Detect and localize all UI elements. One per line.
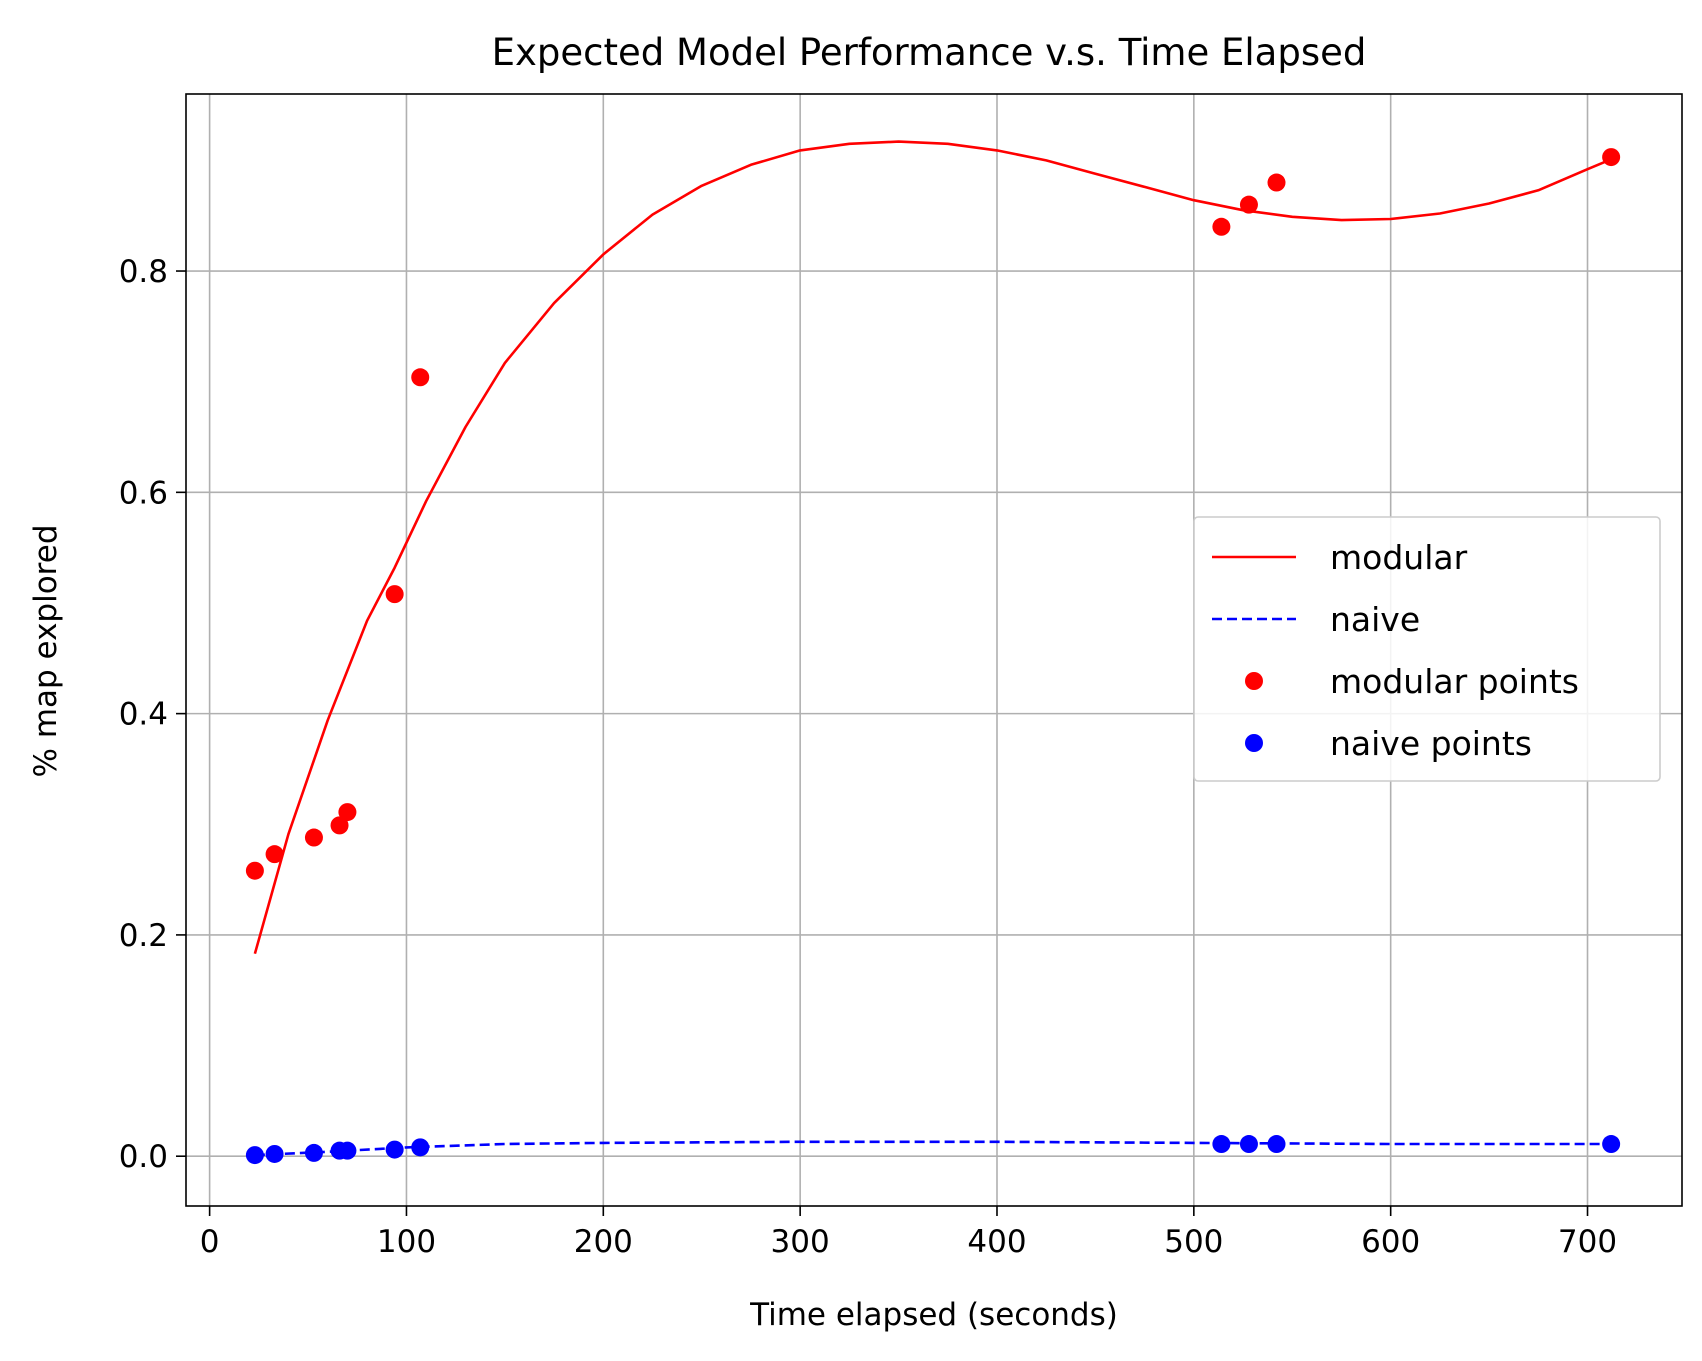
- naive-points-series: [245, 1135, 1621, 1165]
- y-axis: 0.0 0.2 0.4 0.6 0.8: [119, 254, 186, 1175]
- modular-point: [304, 828, 323, 847]
- naive-point: [1239, 1135, 1258, 1154]
- modular-point: [385, 585, 404, 604]
- modular-points-legend-marker: [1245, 672, 1263, 690]
- legend-box: [1193, 516, 1661, 782]
- modular-legend-label: modular: [1330, 538, 1468, 577]
- x-tick-label: 100: [377, 1224, 436, 1260]
- y-tick-label: 0.8: [119, 254, 168, 290]
- x-tick-label: 700: [1558, 1224, 1617, 1260]
- plot-frame: [185, 93, 1683, 1207]
- modular-point: [1267, 173, 1286, 192]
- modular-line: [253, 140, 1612, 955]
- naive-points-legend-marker: [1245, 734, 1263, 752]
- x-tick-label: 200: [574, 1224, 633, 1260]
- naive-legend-label: naive: [1330, 600, 1420, 639]
- modular-point: [265, 845, 284, 864]
- modular-point: [338, 803, 357, 822]
- x-axis-label: Time elapsed (seconds): [749, 1297, 1118, 1333]
- y-tick-label: 0.6: [119, 475, 168, 511]
- naive-point: [304, 1143, 323, 1162]
- modular-point: [245, 861, 264, 880]
- naive-point: [265, 1144, 284, 1163]
- modular-point: [330, 816, 349, 835]
- y-tick-label: 0.2: [119, 918, 168, 954]
- naive-point: [245, 1146, 264, 1165]
- x-tick-label: 0: [200, 1224, 220, 1260]
- x-axis: 0 100 200 300 400 500 600 700: [200, 1206, 1617, 1260]
- naive-point: [411, 1138, 430, 1157]
- naive-points-legend-label: naive points: [1330, 724, 1532, 763]
- x-tick-label: 600: [1361, 1224, 1420, 1260]
- modular-point: [411, 368, 430, 387]
- chart-title: Expected Model Performance v.s. Time Ela…: [492, 31, 1367, 74]
- modular-point: [1602, 148, 1621, 167]
- y-tick-label: 0.4: [119, 697, 168, 733]
- modular-points-legend-label: modular points: [1330, 662, 1579, 701]
- naive-point: [1602, 1135, 1621, 1154]
- x-tick-label: 400: [967, 1224, 1026, 1260]
- plot-area: [245, 140, 1621, 1165]
- x-tick-label: 300: [771, 1224, 830, 1260]
- y-axis-label: % map explored: [28, 525, 64, 778]
- naive-point: [1267, 1135, 1286, 1154]
- naive-point: [338, 1141, 357, 1160]
- naive-point: [385, 1140, 404, 1159]
- modular-points-series: [245, 148, 1621, 880]
- modular-point: [1239, 195, 1258, 214]
- naive-point: [1212, 1135, 1231, 1154]
- legend-entries: modular naive modular points naive points: [1212, 538, 1579, 763]
- naive-line: [254, 1140, 1612, 1157]
- x-tick-label: 500: [1164, 1224, 1223, 1260]
- legend: modular naive modular points naive points: [1193, 516, 1661, 782]
- modular-point: [1212, 217, 1231, 236]
- y-tick-label: 0.0: [119, 1139, 168, 1175]
